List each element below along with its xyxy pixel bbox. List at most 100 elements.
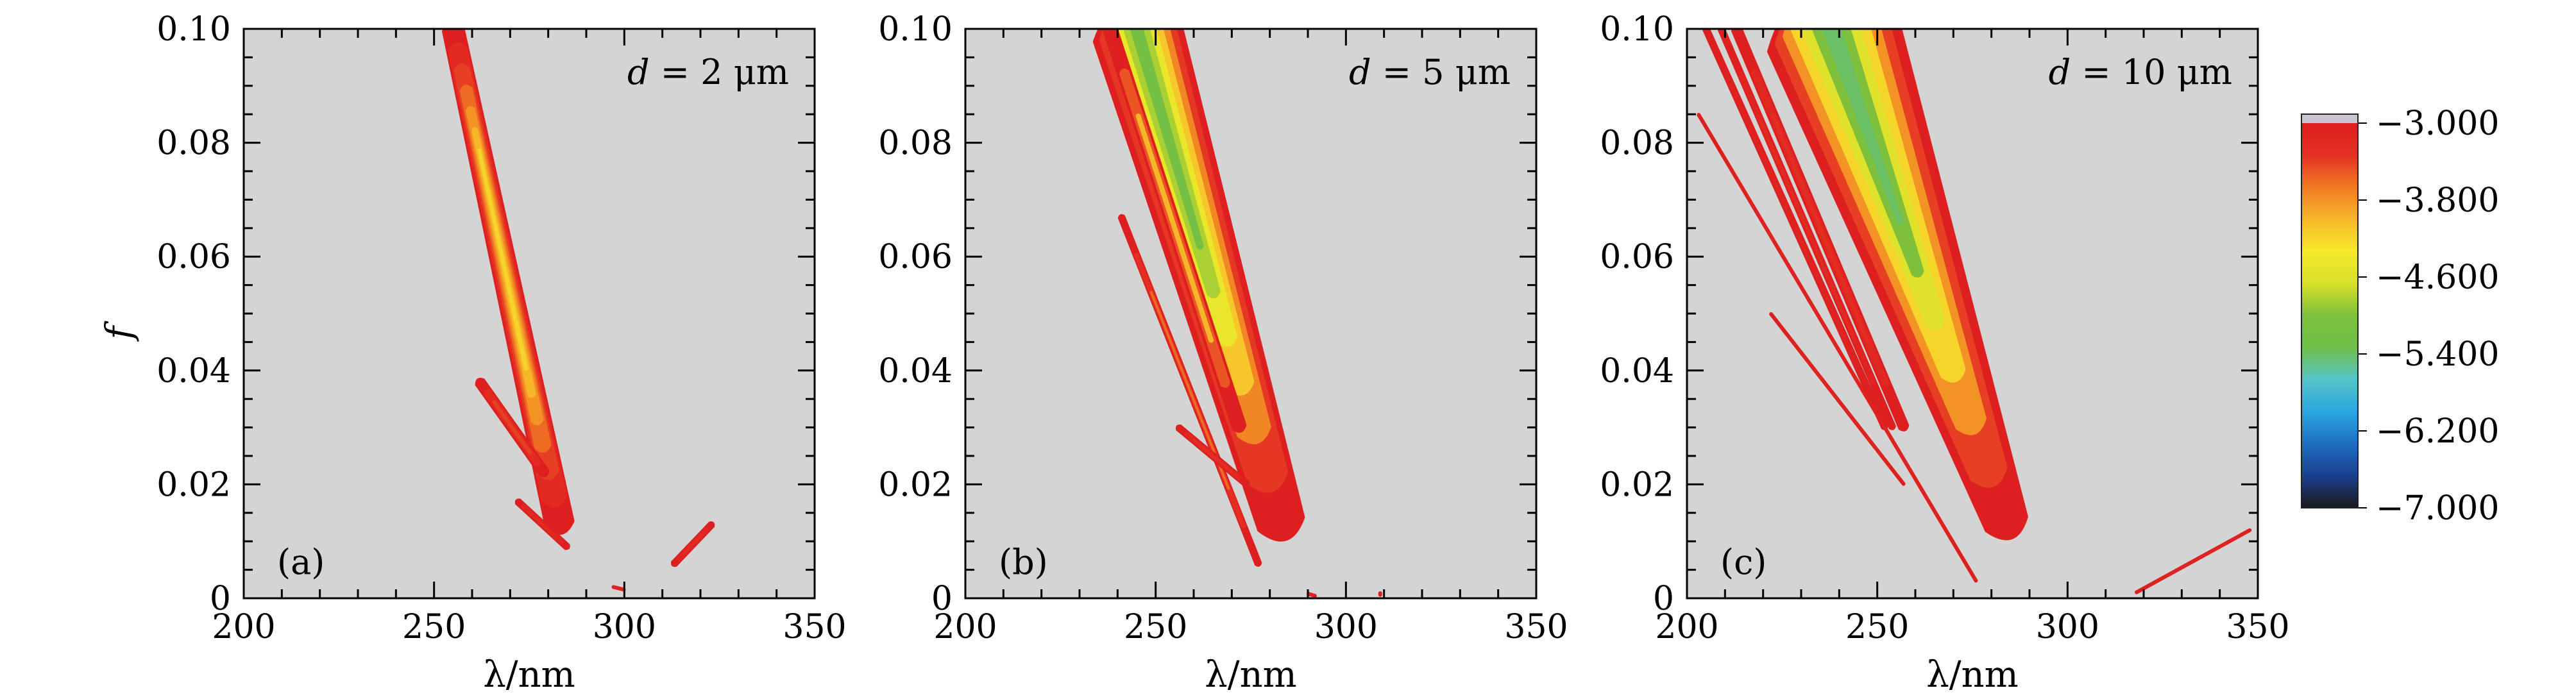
panel-label: (c) <box>1720 542 1767 582</box>
x-tick-label: 300 <box>2036 608 2099 646</box>
contour-level <box>1379 592 1381 596</box>
y-tick-label: 0.10 <box>157 10 231 49</box>
contour-level <box>527 510 558 539</box>
contour-level <box>1799 350 1876 448</box>
thickness-annotation: d = 10 μm <box>2049 52 2232 92</box>
y-tick-label: 0.02 <box>1600 466 1674 504</box>
contour-side-lobe-5 <box>1769 312 1906 486</box>
y-tick-label: 0.04 <box>878 352 953 390</box>
colorbar: −3.000 −3.800 −4.600 −5.400 −6.200 −7.000 <box>2301 105 2499 528</box>
panel-a: 200 250 300 350 0 0.02 0.04 0.06 0.08 0.10 λ/nm f (a… <box>99 10 847 696</box>
x-axis-label: λ/nm <box>1205 654 1297 696</box>
contour-level <box>1309 593 1314 596</box>
axes <box>964 28 1538 600</box>
x-tick-label: 300 <box>593 608 656 646</box>
y-tick-label: 0.02 <box>157 466 231 504</box>
y-tick-label: 0.08 <box>878 124 953 163</box>
contour-main-band-0 <box>1767 29 2028 541</box>
axes <box>242 28 816 600</box>
contour-main-band-0 <box>1092 29 1305 542</box>
contour-side-lobe-3 <box>1702 29 1888 430</box>
x-axis-label: λ/nm <box>483 654 575 696</box>
contour-fringe-3 <box>670 521 715 567</box>
y-tick-label: 0 <box>1653 580 1674 618</box>
y-tick-label: 0 <box>931 580 953 618</box>
contour-side-lobe-4 <box>1697 113 1978 583</box>
contour-level <box>1743 114 1847 342</box>
colorbar-gradient <box>2301 123 2358 508</box>
contour-fringe-4 <box>1378 591 1382 597</box>
y-tick-label: 0.06 <box>157 238 231 276</box>
plot-background <box>244 29 815 598</box>
thickness-variable: d <box>1349 52 1371 92</box>
y-axis-label: f <box>99 320 140 342</box>
contour-level <box>1192 439 1233 473</box>
colorbar-tick-label: −4.600 <box>2376 258 2499 297</box>
panel-b: 200 250 300 350 0 0.02 0.04 0.06 0.08 0.10 λ/nm (b)… <box>878 10 1568 696</box>
contour-level <box>1135 113 1214 343</box>
x-tick-label: 350 <box>2226 608 2289 646</box>
contour-level <box>1757 114 1857 342</box>
axes <box>1686 28 2259 600</box>
colorbar-tick-label: −6.200 <box>2376 412 2499 451</box>
x-tick-label: 250 <box>402 608 466 646</box>
contour-level <box>1130 29 1204 250</box>
panel-label: (a) <box>277 542 325 582</box>
x-tick-label: 350 <box>783 608 846 646</box>
y-tick-label: 0.04 <box>157 352 231 390</box>
colorbar-tick-label: −3.800 <box>2376 181 2499 220</box>
x-tick-label: 300 <box>1314 608 1378 646</box>
colorbar-frame <box>2301 113 2359 508</box>
y-tick-label: 0.08 <box>157 124 231 163</box>
x-tick-label: 250 <box>1845 608 1909 646</box>
colorbar-tick-label: −3.000 <box>2376 105 2499 143</box>
x-tick-label: 200 <box>1655 608 1718 646</box>
contour-regions <box>1092 29 1382 598</box>
thickness-value: = 5 μm <box>1371 52 1511 92</box>
x-tick-label: 200 <box>212 608 275 646</box>
contour-level <box>681 532 705 557</box>
contour-side-lobe-1 <box>1103 29 1247 433</box>
y-tick-label: 0.08 <box>1600 124 1674 163</box>
y-tick-label: 0.10 <box>1600 10 1674 49</box>
contour-side-lobe-1 <box>475 378 549 478</box>
contour-level <box>1770 113 1870 343</box>
contour-level <box>1149 291 1230 490</box>
contour-regions <box>441 29 715 592</box>
y-tick-label: 0.10 <box>878 10 953 49</box>
x-tick-label: 350 <box>1504 608 1568 646</box>
thickness-annotation: d = 2 μm <box>627 52 789 92</box>
contour-fringe-5 <box>1306 592 1317 598</box>
contour-side-lobe-1 <box>1731 29 1910 432</box>
contour-side-lobe-3 <box>1175 424 1250 487</box>
thickness-value: = 10 μm <box>2071 52 2232 92</box>
x-tick-label: 250 <box>1124 608 1187 646</box>
contour-level <box>2160 542 2226 580</box>
panel-label: (b) <box>999 542 1048 582</box>
contour-level <box>492 400 532 455</box>
thickness-variable: d <box>2049 52 2071 92</box>
y-tick-label: 0.06 <box>1600 238 1674 276</box>
thickness-value: = 2 μm <box>650 52 789 92</box>
contour-main-band-0 <box>441 29 575 535</box>
thickness-variable: d <box>627 52 650 92</box>
contour-regions <box>1697 29 2252 594</box>
y-tick-label: 0.02 <box>878 466 953 504</box>
contour-side-lobe-2 <box>514 498 570 550</box>
y-tick-label: 0.04 <box>1600 352 1674 390</box>
y-tick-label: 0.06 <box>878 238 953 276</box>
colorbar-tick-label: −5.400 <box>2376 335 2499 374</box>
thickness-annotation: d = 5 μm <box>1349 52 1511 92</box>
contour-side-lobe-2 <box>1717 29 1896 430</box>
panels: 200 250 300 350 0 0.02 0.04 0.06 0.08 0.10 λ/nm f (a… <box>99 10 2290 696</box>
colorbar-tick-label: −7.000 <box>2376 489 2499 528</box>
contour-level <box>1758 215 1917 481</box>
contour-level <box>614 587 623 590</box>
x-axis-label: λ/nm <box>1926 654 2019 696</box>
y-tick-label: 0 <box>210 580 231 618</box>
contour-fringe-6 <box>2135 528 2252 594</box>
x-tick-label: 200 <box>933 608 997 646</box>
contour-fringe-4 <box>611 585 626 592</box>
contour-level <box>1813 29 1904 225</box>
